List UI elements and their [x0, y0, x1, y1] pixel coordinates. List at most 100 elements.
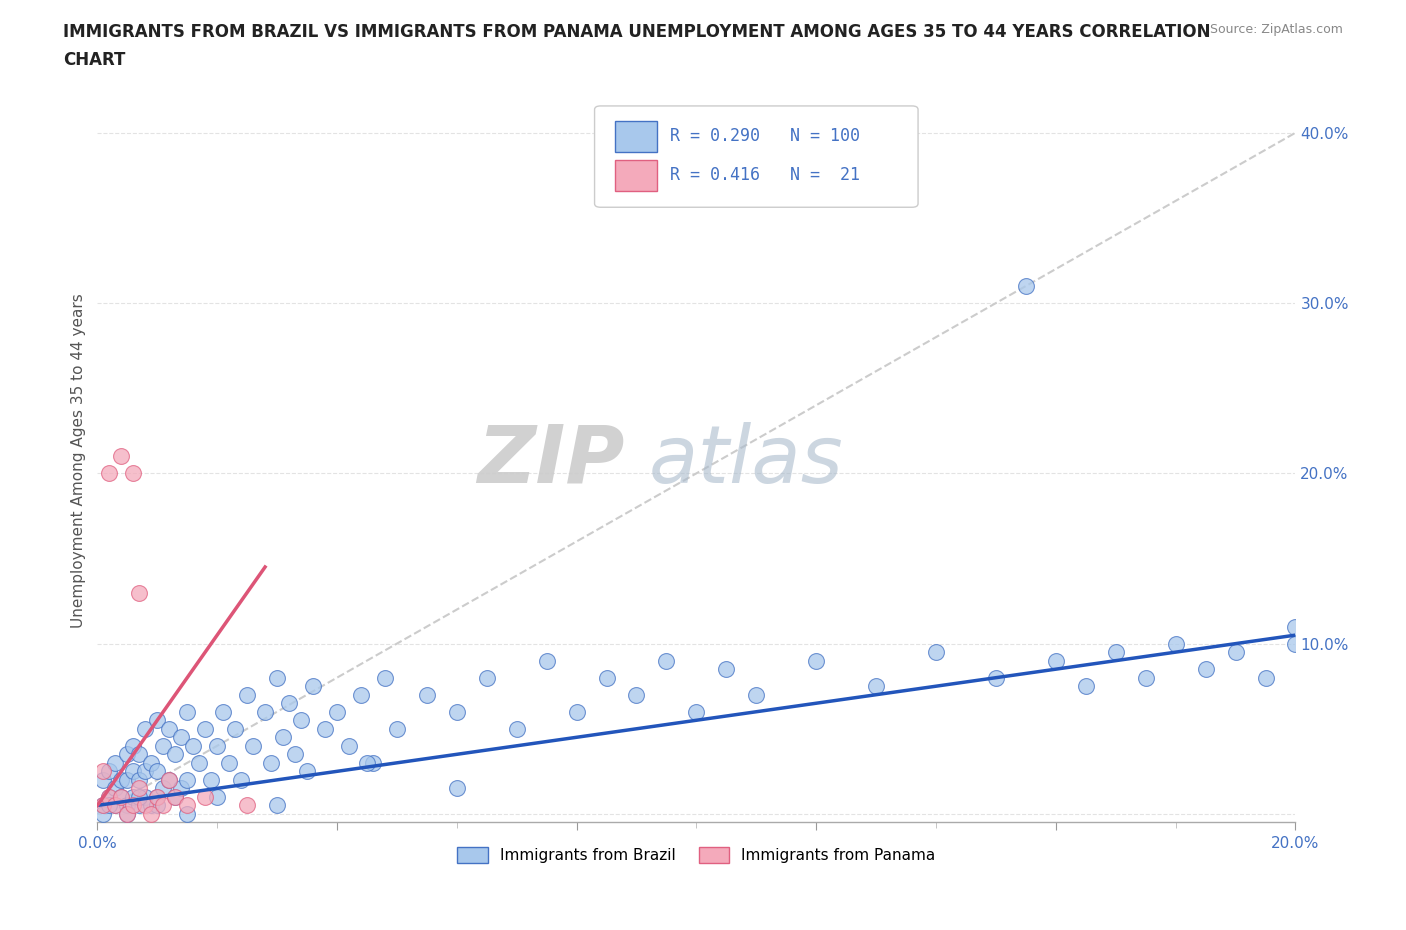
- Point: [117, 806, 139, 821]
- Point: [110, 790, 132, 804]
- Point: [134, 798, 156, 813]
- Point: [224, 722, 246, 737]
- Point: [157, 773, 180, 788]
- Text: CHART: CHART: [63, 51, 125, 69]
- Point: [98, 790, 121, 804]
- Point: [188, 755, 211, 770]
- Point: [655, 653, 678, 668]
- Point: [104, 755, 127, 770]
- Point: [200, 773, 222, 788]
- Point: [266, 671, 288, 685]
- Point: [385, 722, 408, 737]
- Point: [98, 790, 121, 804]
- Point: [314, 722, 336, 737]
- Point: [685, 704, 707, 719]
- Point: [128, 798, 150, 813]
- Text: atlas: atlas: [648, 421, 844, 499]
- Point: [98, 764, 121, 778]
- Point: [1015, 279, 1038, 294]
- Point: [152, 738, 174, 753]
- Point: [122, 466, 145, 481]
- Point: [1225, 644, 1247, 659]
- Point: [146, 764, 169, 778]
- Point: [295, 764, 318, 778]
- Point: [122, 764, 145, 778]
- Point: [1164, 636, 1187, 651]
- Point: [626, 687, 648, 702]
- Point: [176, 806, 198, 821]
- Text: R = 0.290   N = 100: R = 0.290 N = 100: [671, 127, 860, 145]
- Point: [716, 662, 738, 677]
- Point: [93, 798, 115, 813]
- FancyBboxPatch shape: [595, 106, 918, 207]
- Point: [1194, 662, 1216, 677]
- Point: [984, 671, 1007, 685]
- Point: [152, 798, 174, 813]
- Point: [110, 449, 132, 464]
- Point: [337, 738, 360, 753]
- Point: [1254, 671, 1277, 685]
- Point: [122, 798, 145, 813]
- Point: [1284, 636, 1306, 651]
- Point: [104, 781, 127, 796]
- Y-axis label: Unemployment Among Ages 35 to 44 years: Unemployment Among Ages 35 to 44 years: [72, 293, 86, 628]
- Point: [356, 755, 378, 770]
- Text: ZIP: ZIP: [477, 421, 624, 499]
- Point: [229, 773, 252, 788]
- Point: [536, 653, 558, 668]
- Point: [146, 712, 169, 727]
- Point: [122, 738, 145, 753]
- Point: [1074, 679, 1097, 694]
- Point: [134, 790, 156, 804]
- Point: [302, 679, 325, 694]
- Point: [146, 790, 169, 804]
- Point: [925, 644, 948, 659]
- Point: [212, 704, 235, 719]
- Point: [134, 722, 156, 737]
- Point: [361, 755, 384, 770]
- Point: [98, 466, 121, 481]
- Point: [141, 755, 163, 770]
- Point: [128, 781, 150, 796]
- Point: [117, 806, 139, 821]
- Point: [146, 790, 169, 804]
- Point: [98, 798, 121, 813]
- Point: [104, 798, 127, 813]
- Point: [416, 687, 439, 702]
- Point: [176, 798, 198, 813]
- Point: [134, 764, 156, 778]
- Point: [194, 790, 217, 804]
- Point: [93, 798, 115, 813]
- Point: [1045, 653, 1067, 668]
- Point: [374, 671, 396, 685]
- Point: [170, 730, 193, 745]
- Point: [284, 747, 307, 762]
- Point: [326, 704, 349, 719]
- Point: [266, 798, 288, 813]
- Point: [128, 790, 150, 804]
- Point: [176, 704, 198, 719]
- Point: [128, 773, 150, 788]
- Point: [205, 790, 228, 804]
- Point: [93, 806, 115, 821]
- Point: [176, 773, 198, 788]
- Point: [1105, 644, 1128, 659]
- Point: [278, 696, 301, 711]
- Point: [165, 747, 187, 762]
- Point: [128, 747, 150, 762]
- Point: [170, 781, 193, 796]
- Point: [236, 798, 259, 813]
- Point: [104, 798, 127, 813]
- Point: [290, 712, 312, 727]
- Point: [446, 704, 468, 719]
- Point: [117, 773, 139, 788]
- Point: [350, 687, 373, 702]
- Legend: Immigrants from Brazil, Immigrants from Panama: Immigrants from Brazil, Immigrants from …: [451, 841, 942, 869]
- Point: [205, 738, 228, 753]
- Point: [141, 798, 163, 813]
- Point: [157, 773, 180, 788]
- Point: [117, 747, 139, 762]
- Point: [745, 687, 768, 702]
- Point: [1284, 619, 1306, 634]
- Point: [806, 653, 828, 668]
